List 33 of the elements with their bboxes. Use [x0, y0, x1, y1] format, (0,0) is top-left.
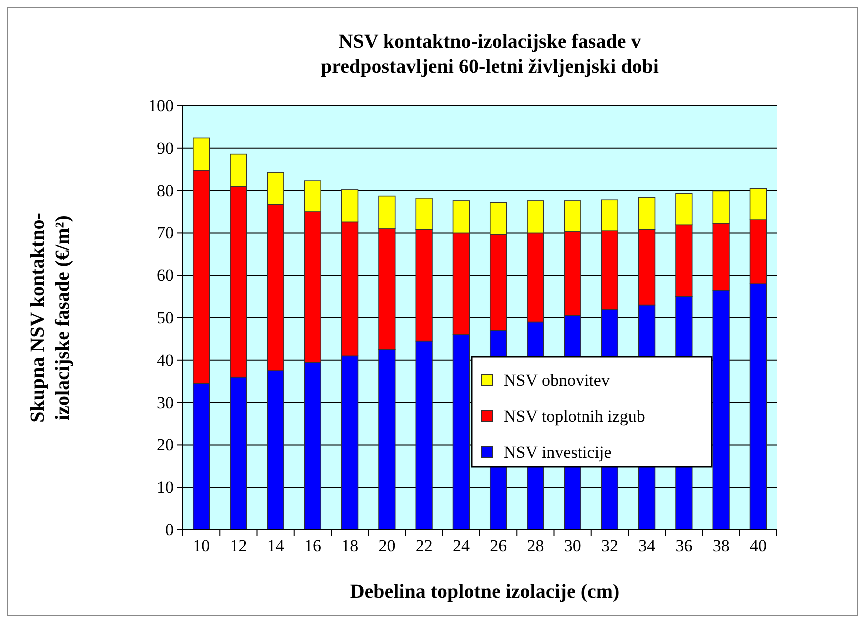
- x-tick-label: 20: [378, 536, 396, 556]
- x-tick-label: 40: [750, 536, 767, 556]
- x-tick-label: 38: [712, 536, 730, 556]
- x-tick-label: 34: [638, 536, 656, 556]
- x-tick-label: 16: [304, 536, 322, 556]
- x-tick-label: 14: [267, 536, 285, 556]
- y-tick-label: 70: [157, 224, 174, 243]
- x-tick-label: 28: [527, 536, 544, 556]
- y-tick-label: 30: [157, 393, 174, 412]
- x-tick-label: 10: [193, 536, 210, 556]
- y-tick-label: 0: [166, 520, 174, 540]
- y-tick-label: 80: [157, 181, 174, 200]
- y-tick-label: 10: [157, 478, 174, 498]
- x-tick-label: 18: [342, 536, 359, 556]
- legend-label: NSV obnovitev: [504, 371, 610, 390]
- x-tick-label: 22: [416, 536, 433, 556]
- x-tick-label: 26: [490, 536, 508, 556]
- y-tick-label: 100: [148, 96, 174, 116]
- y-tick-label: 90: [157, 138, 174, 158]
- y-tick-label: 50: [157, 308, 174, 328]
- x-tick-label: 30: [564, 536, 582, 556]
- x-tick-label: 12: [230, 536, 248, 556]
- x-tick-label: 32: [601, 536, 618, 556]
- chart-title: NSV kontaktno-izolacijske fasade v predpostavljeni 60-letni življenjski dobi: [321, 31, 660, 78]
- y-tick-label: 40: [157, 350, 174, 370]
- x-tick-label: 36: [676, 536, 693, 556]
- x-axis-title: Debelina toplotne izolacije (cm): [350, 581, 620, 603]
- legend-label: NSV toplotnih izgub: [504, 407, 646, 426]
- legend-label: NSV investicije: [504, 443, 612, 462]
- y-tick-label: 20: [157, 436, 174, 455]
- x-tick-label: 24: [452, 536, 470, 556]
- y-tick-label: 60: [157, 266, 174, 286]
- y-axis-title: Skupna NSV kontaktno- izolacijske fasade (€/m²): [27, 213, 74, 423]
